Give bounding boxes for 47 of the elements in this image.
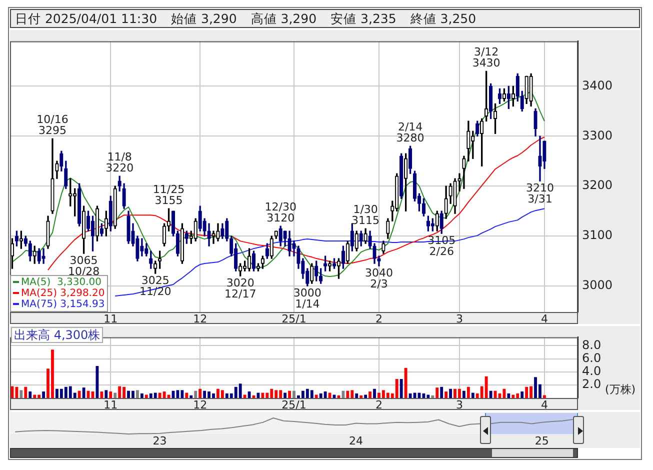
annotation: 12/30 3120 [264,200,296,224]
x-tick-label: 3 [456,398,463,412]
y-tick-label: 6.0 [582,350,602,365]
legend-label: MA(5) 3,330.00 [21,277,102,288]
x-tick-label: 12 [193,398,208,412]
y-tick-label: 3100 [582,228,613,242]
text: 高値 3,290 [250,11,317,26]
annotation: 3/12 3430 [472,46,500,70]
text: 終値 3,250 [410,11,476,26]
text: 始値 3,290 [171,11,237,26]
x-tick-label: 23 [152,434,167,448]
y-tick-label: 3400 [582,78,613,92]
x-tick-label: 2 [375,312,382,326]
y-tick-label: 3200 [582,178,613,192]
annotation: 2/14 3280 [396,120,424,144]
x-tick-label: 11 [104,312,118,326]
y-tick-label: 4.0 [582,364,602,378]
annotation: 3065 10/28 [68,254,100,278]
annotation: 3210 3/31 [526,181,554,206]
text: 日付 2025/04/01 11:30 [15,11,158,26]
legend-label: MA(75) 3,154.93 [21,299,105,310]
y-tick-label: 3300 [582,128,613,142]
x-tick-label: 3 [456,312,463,326]
legend-label: MA(25) 3,298.20 [21,288,105,299]
annotation: 出来高 4,300株 [14,328,100,342]
x-tick-label: 2 [375,398,382,412]
annotation: 3025 11/20 [140,274,172,298]
annotation: 1/30 3115 [352,202,380,227]
text: 安値 3,235 [330,11,396,26]
annotation: 3040 2/3 [364,266,393,290]
x-tick-label: 24 [348,434,363,448]
annotation: 3020 12/17 [224,276,256,300]
x-tick-label: 4 [540,398,548,412]
x-tick-label: 25/1 [282,312,306,326]
y-tick-label: 2.0 [582,377,602,392]
x-tick-label: 25 [534,434,549,448]
x-tick-label: 12 [193,312,208,326]
x-tick-label: 11 [104,398,118,412]
annotation: 10/16 3295 [36,112,68,137]
y-axis-title: (万株) [605,382,636,397]
annotation: 11/8 3220 [106,150,134,174]
annotation: 11/25 3155 [152,182,185,207]
y-tick-label: 3000 [582,278,613,292]
x-tick-label: 25/1 [282,398,306,412]
y-tick-label: 8.0 [582,338,602,352]
x-tick-label: 4 [540,312,548,326]
annotation: 3000 1/14 [293,286,322,310]
